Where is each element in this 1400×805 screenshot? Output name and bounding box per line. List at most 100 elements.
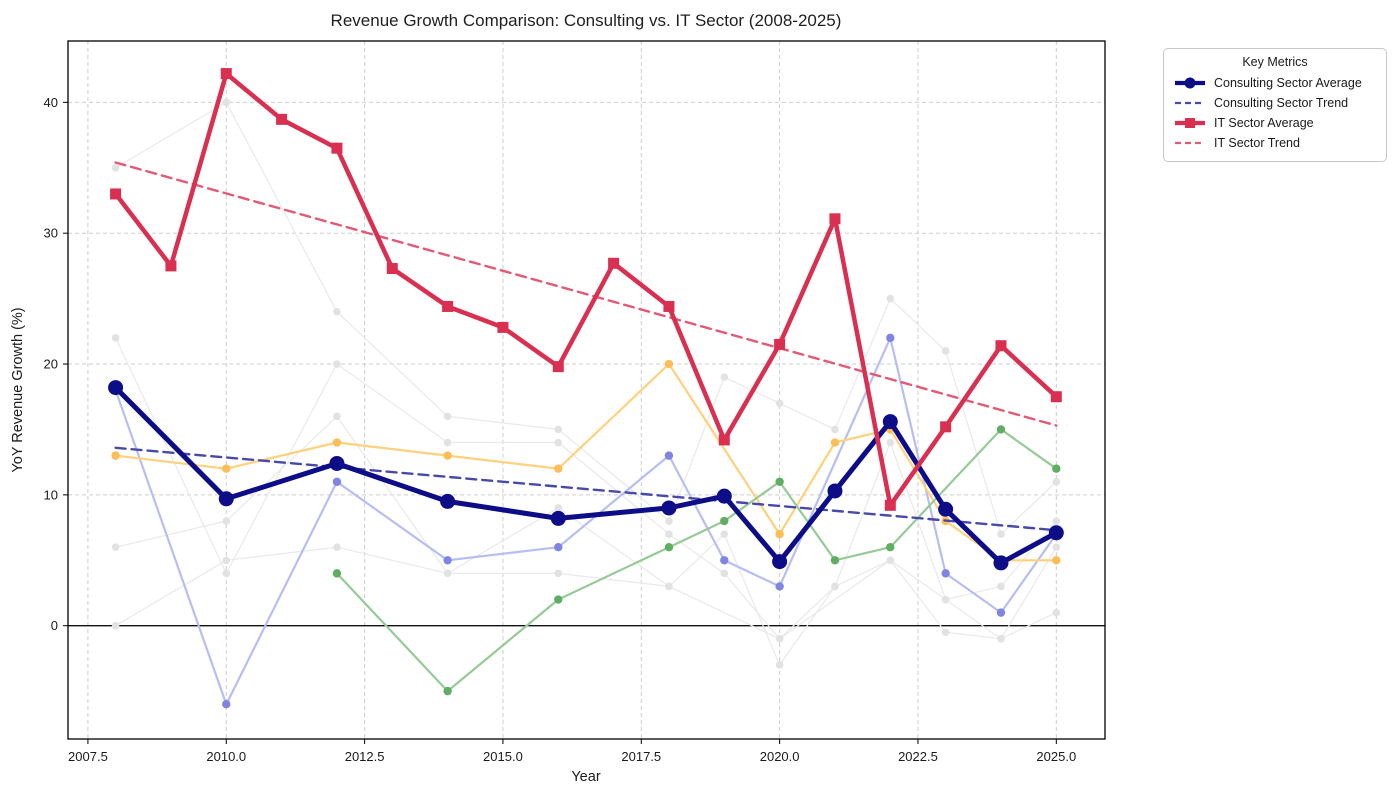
background-series-3-marker [831,582,839,591]
background-series-6-marker [111,451,120,460]
background-series-4-marker [333,543,341,551]
background-series-5-marker [443,556,452,565]
background-series-4-marker [665,582,673,591]
background-series-4-marker [554,569,563,578]
background-series-4-marker [222,556,231,565]
background-series-6-marker [830,438,840,447]
x-axis-label: Year [571,769,600,785]
it-sector-average-marker [829,213,841,225]
x-tick-label: 2007.5 [68,749,108,764]
legend-swatch-dashed-line-icon [1175,101,1205,105]
background-series-2-marker [886,438,895,447]
background-series-2-marker [720,569,729,578]
background-series-3-marker [222,517,231,525]
background-series-4-marker [775,634,784,643]
background-series-2-marker [665,530,673,538]
it-sector-average-marker [940,421,952,433]
consulting-sector-average-marker [108,380,124,396]
background-series-6-marker [775,529,784,539]
background-series-1-marker [1052,477,1061,486]
consulting-sector-average-marker [1048,525,1064,541]
consulting-sector-average-marker [938,501,954,517]
consulting-sector-average-marker [329,455,345,471]
it-sector-average-marker [608,257,620,269]
legend-entry: IT Sector Average [1174,113,1376,133]
background-series-7-marker [886,542,895,552]
background-series-3-marker [111,543,120,551]
consulting-sector-average-line [113,385,1059,566]
x-tick-label: 2025.0 [1036,749,1076,764]
background-series-1-marker [831,425,839,434]
background-series-1-marker [941,347,950,355]
it-sector-average-marker [774,338,786,350]
it-sector-average-marker [110,188,122,200]
background-series-2-marker [222,569,231,578]
y-tick-label: 0 [51,618,58,633]
it-sector-average-line [113,71,1059,508]
legend-items: Consulting Sector Average Consulting Sect… [1174,73,1376,153]
consulting-sector-average-marker [993,555,1009,571]
consulting-sector-average-marker [827,483,843,499]
y-tick-label: 40 [44,95,58,110]
background-series-3-marker [941,628,950,637]
background-series-3-marker [720,530,729,538]
background-series-1-marker [665,517,673,525]
consulting-sector-trend-line [114,446,1058,532]
background-series-5-marker [332,477,342,486]
consulting-sector-average-marker [716,488,732,504]
y-tick-label: 10 [44,487,58,502]
background-series-2-marker [554,438,563,447]
background-series-4-marker [886,556,895,565]
legend-entry: Consulting Sector Average [1174,73,1376,93]
background-series-7-marker [1052,464,1061,473]
background-series-5-marker [941,569,950,578]
legend-swatch-dashed-line-icon [1175,141,1205,145]
background-series-5-marker [720,556,729,565]
background-series-3-marker [554,504,563,512]
consulting-sector-average-marker [772,554,788,570]
it-sector-average-marker [220,68,232,80]
background-series-2-marker [111,334,120,342]
background-series-7-marker [775,477,784,486]
background-series-7-line [335,428,1058,693]
legend-swatch-square-marker [1185,118,1195,128]
it-sector-average-marker [884,499,896,511]
background-series-5-marker [775,582,784,591]
it-sector-trend-line [114,161,1058,427]
background-series-1-marker [554,425,563,434]
legend-entry: Consulting Sector Trend [1174,93,1376,113]
legend-entry-label: IT Sector Trend [1214,136,1300,150]
x-tick-label: 2012.5 [345,749,385,764]
x-tick-label: 2010.0 [206,749,246,764]
background-series-5-marker [554,542,563,552]
background-series-1-marker [333,307,341,316]
background-series-4-marker [1052,608,1061,617]
legend-title: Key Metrics [1242,55,1308,69]
consulting-sector-average-marker [661,500,677,516]
background-series-6-marker [222,464,231,473]
legend-entry-label: IT Sector Average [1214,116,1314,130]
background-series-7-marker [443,686,452,696]
background-series-5-marker [996,608,1006,617]
it-sector-average-marker [663,300,675,312]
chart-title: Revenue Growth Comparison: Consulting vs… [331,11,842,30]
x-tick-label: 2017.5 [621,749,661,764]
background-series-1-marker [997,530,1005,538]
it-sector-average-marker [995,340,1007,352]
background-series-5-marker [222,699,231,709]
background-series-2-marker [333,360,341,368]
background-series-6-marker [1052,556,1061,565]
background-series-3-marker [1052,543,1061,551]
background-series-3-line [114,415,1057,666]
background-series-2-marker [1052,517,1061,525]
background-series-2-marker [443,438,452,447]
plot-border [67,40,1106,740]
background-series-6-marker [332,438,342,447]
it-sector-average-marker [552,361,564,373]
it-sector-average-marker [276,113,288,125]
y-axis-label: YoY Revenue Growth (%) [10,307,26,472]
legend-swatch-line-icon [1175,118,1205,128]
legend-entry-label: Consulting Sector Average [1214,76,1362,90]
it-sector-average-marker [497,321,509,333]
